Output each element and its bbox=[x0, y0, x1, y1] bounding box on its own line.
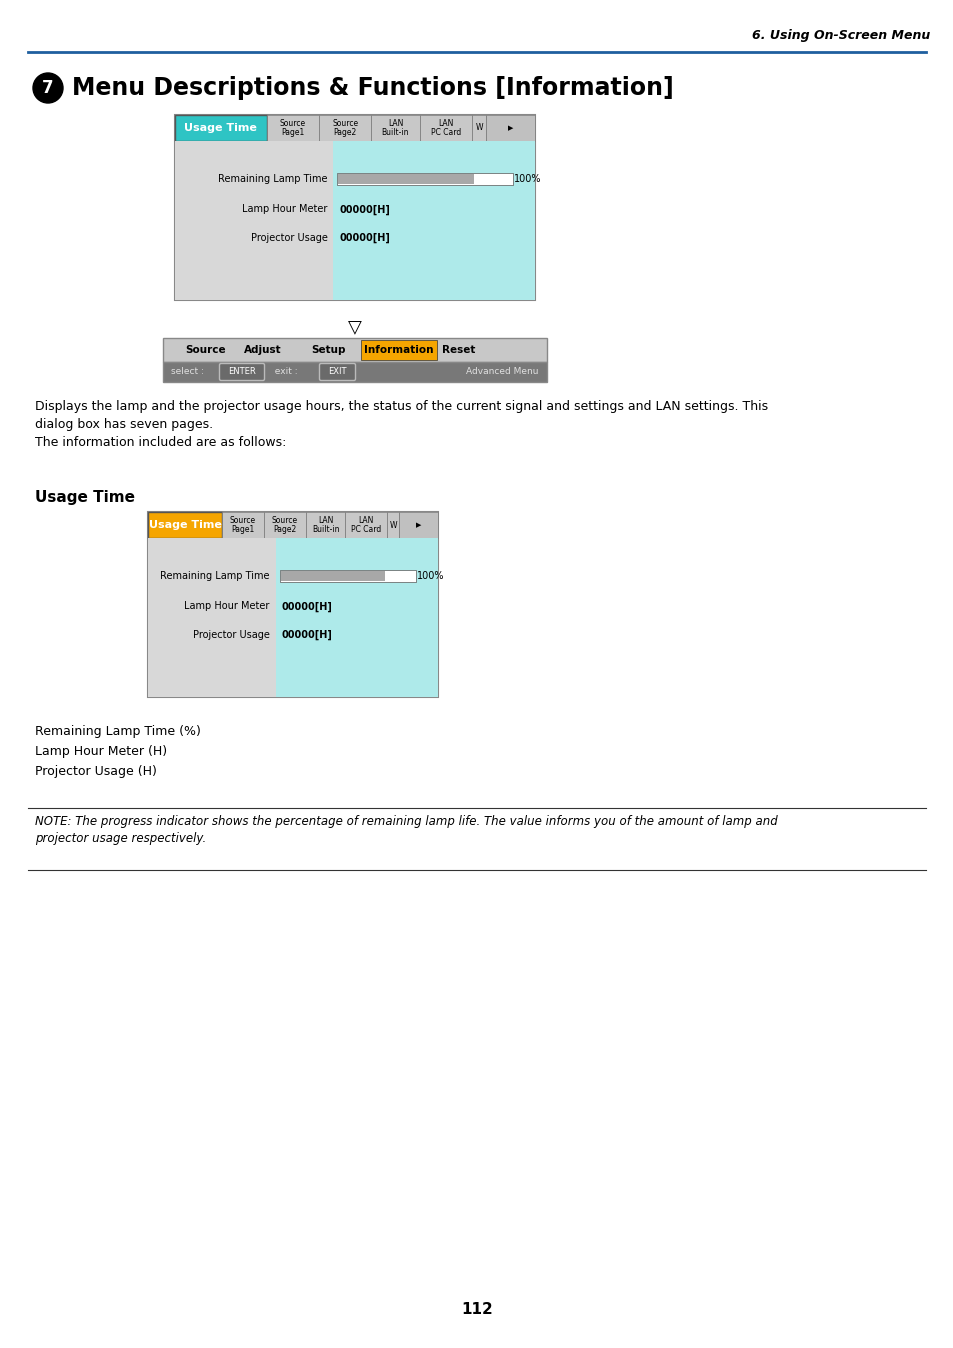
Text: Remaining Lamp Time: Remaining Lamp Time bbox=[217, 174, 327, 185]
Text: LAN
PC Card: LAN PC Card bbox=[351, 516, 381, 534]
Bar bbox=[148, 538, 275, 697]
Text: Projector Usage: Projector Usage bbox=[193, 630, 270, 640]
Bar bbox=[174, 115, 535, 301]
Text: Reset: Reset bbox=[441, 345, 475, 355]
Bar bbox=[174, 115, 535, 142]
Bar bbox=[275, 538, 437, 697]
Text: LAN
Built-in: LAN Built-in bbox=[381, 119, 409, 137]
Bar bbox=[163, 338, 546, 363]
Text: 00000[H]: 00000[H] bbox=[281, 601, 333, 612]
Text: Remaining Lamp Time (%): Remaining Lamp Time (%) bbox=[35, 725, 201, 737]
Text: ▽: ▽ bbox=[348, 318, 361, 336]
Text: 100%: 100% bbox=[416, 572, 444, 581]
Bar bbox=[222, 512, 264, 538]
Bar bbox=[333, 142, 535, 301]
Text: Advanced Menu: Advanced Menu bbox=[466, 368, 538, 376]
Bar bbox=[361, 340, 436, 360]
Text: 6. Using On-Screen Menu: 6. Using On-Screen Menu bbox=[751, 28, 929, 42]
Text: W: W bbox=[389, 520, 396, 530]
Text: Displays the lamp and the projector usage hours, the status of the current signa: Displays the lamp and the projector usag… bbox=[35, 400, 767, 449]
Bar bbox=[371, 115, 419, 142]
Circle shape bbox=[33, 73, 63, 102]
Text: W: W bbox=[475, 124, 482, 132]
Text: 100%: 100% bbox=[514, 174, 541, 185]
Text: Source: Source bbox=[185, 345, 225, 355]
Text: Adjust: Adjust bbox=[244, 345, 281, 355]
Bar bbox=[280, 572, 385, 581]
Bar bbox=[472, 115, 486, 142]
Text: 7: 7 bbox=[42, 80, 53, 97]
Bar bbox=[174, 115, 267, 142]
Bar bbox=[264, 512, 306, 538]
Bar bbox=[419, 115, 472, 142]
Text: Lamp Hour Meter: Lamp Hour Meter bbox=[242, 205, 327, 214]
Text: 112: 112 bbox=[460, 1302, 493, 1317]
FancyBboxPatch shape bbox=[219, 364, 264, 380]
Text: Source
Page2: Source Page2 bbox=[272, 516, 297, 534]
Text: Information: Information bbox=[364, 345, 434, 355]
Bar bbox=[387, 512, 398, 538]
Text: EXIT: EXIT bbox=[328, 368, 346, 376]
Text: Setup: Setup bbox=[311, 345, 345, 355]
FancyBboxPatch shape bbox=[319, 364, 355, 380]
Bar bbox=[345, 512, 387, 538]
Bar bbox=[486, 115, 535, 142]
Text: Remaining Lamp Time: Remaining Lamp Time bbox=[160, 572, 270, 581]
Text: ▶: ▶ bbox=[508, 125, 513, 131]
Bar bbox=[148, 512, 437, 538]
Text: NOTE: The progress indicator shows the percentage of remaining lamp life. The va: NOTE: The progress indicator shows the p… bbox=[35, 816, 777, 845]
Text: 00000[H]: 00000[H] bbox=[339, 205, 390, 214]
Text: Projector Usage (H): Projector Usage (H) bbox=[35, 766, 156, 778]
Bar bbox=[267, 115, 318, 142]
Text: Source
Page1: Source Page1 bbox=[279, 119, 306, 137]
Text: 00000[H]: 00000[H] bbox=[339, 233, 390, 243]
Bar bbox=[163, 363, 546, 381]
Text: LAN
Built-in: LAN Built-in bbox=[312, 516, 339, 534]
Text: select :: select : bbox=[171, 368, 207, 376]
Text: Usage Time: Usage Time bbox=[149, 520, 221, 530]
Text: Lamp Hour Meter (H): Lamp Hour Meter (H) bbox=[35, 745, 167, 758]
Text: ENTER: ENTER bbox=[228, 368, 255, 376]
Text: Menu Descriptions & Functions [Information]: Menu Descriptions & Functions [Informati… bbox=[71, 75, 673, 100]
Text: exit :: exit : bbox=[269, 368, 300, 376]
Bar bbox=[174, 142, 333, 301]
Text: Usage Time: Usage Time bbox=[35, 491, 135, 506]
Text: Source
Page1: Source Page1 bbox=[230, 516, 255, 534]
Text: LAN
PC Card: LAN PC Card bbox=[431, 119, 460, 137]
Text: Projector Usage: Projector Usage bbox=[251, 233, 327, 243]
Bar bbox=[338, 174, 474, 185]
Bar bbox=[337, 173, 513, 185]
Bar bbox=[279, 570, 416, 582]
Text: ▶: ▶ bbox=[416, 522, 420, 528]
Text: Lamp Hour Meter: Lamp Hour Meter bbox=[184, 601, 270, 612]
Text: 00000[H]: 00000[H] bbox=[281, 630, 333, 640]
Bar bbox=[306, 512, 345, 538]
Bar bbox=[398, 512, 437, 538]
Bar bbox=[148, 512, 437, 697]
Bar bbox=[318, 115, 371, 142]
Bar bbox=[148, 512, 222, 538]
Text: Source
Page2: Source Page2 bbox=[332, 119, 357, 137]
Text: Usage Time: Usage Time bbox=[184, 123, 257, 133]
